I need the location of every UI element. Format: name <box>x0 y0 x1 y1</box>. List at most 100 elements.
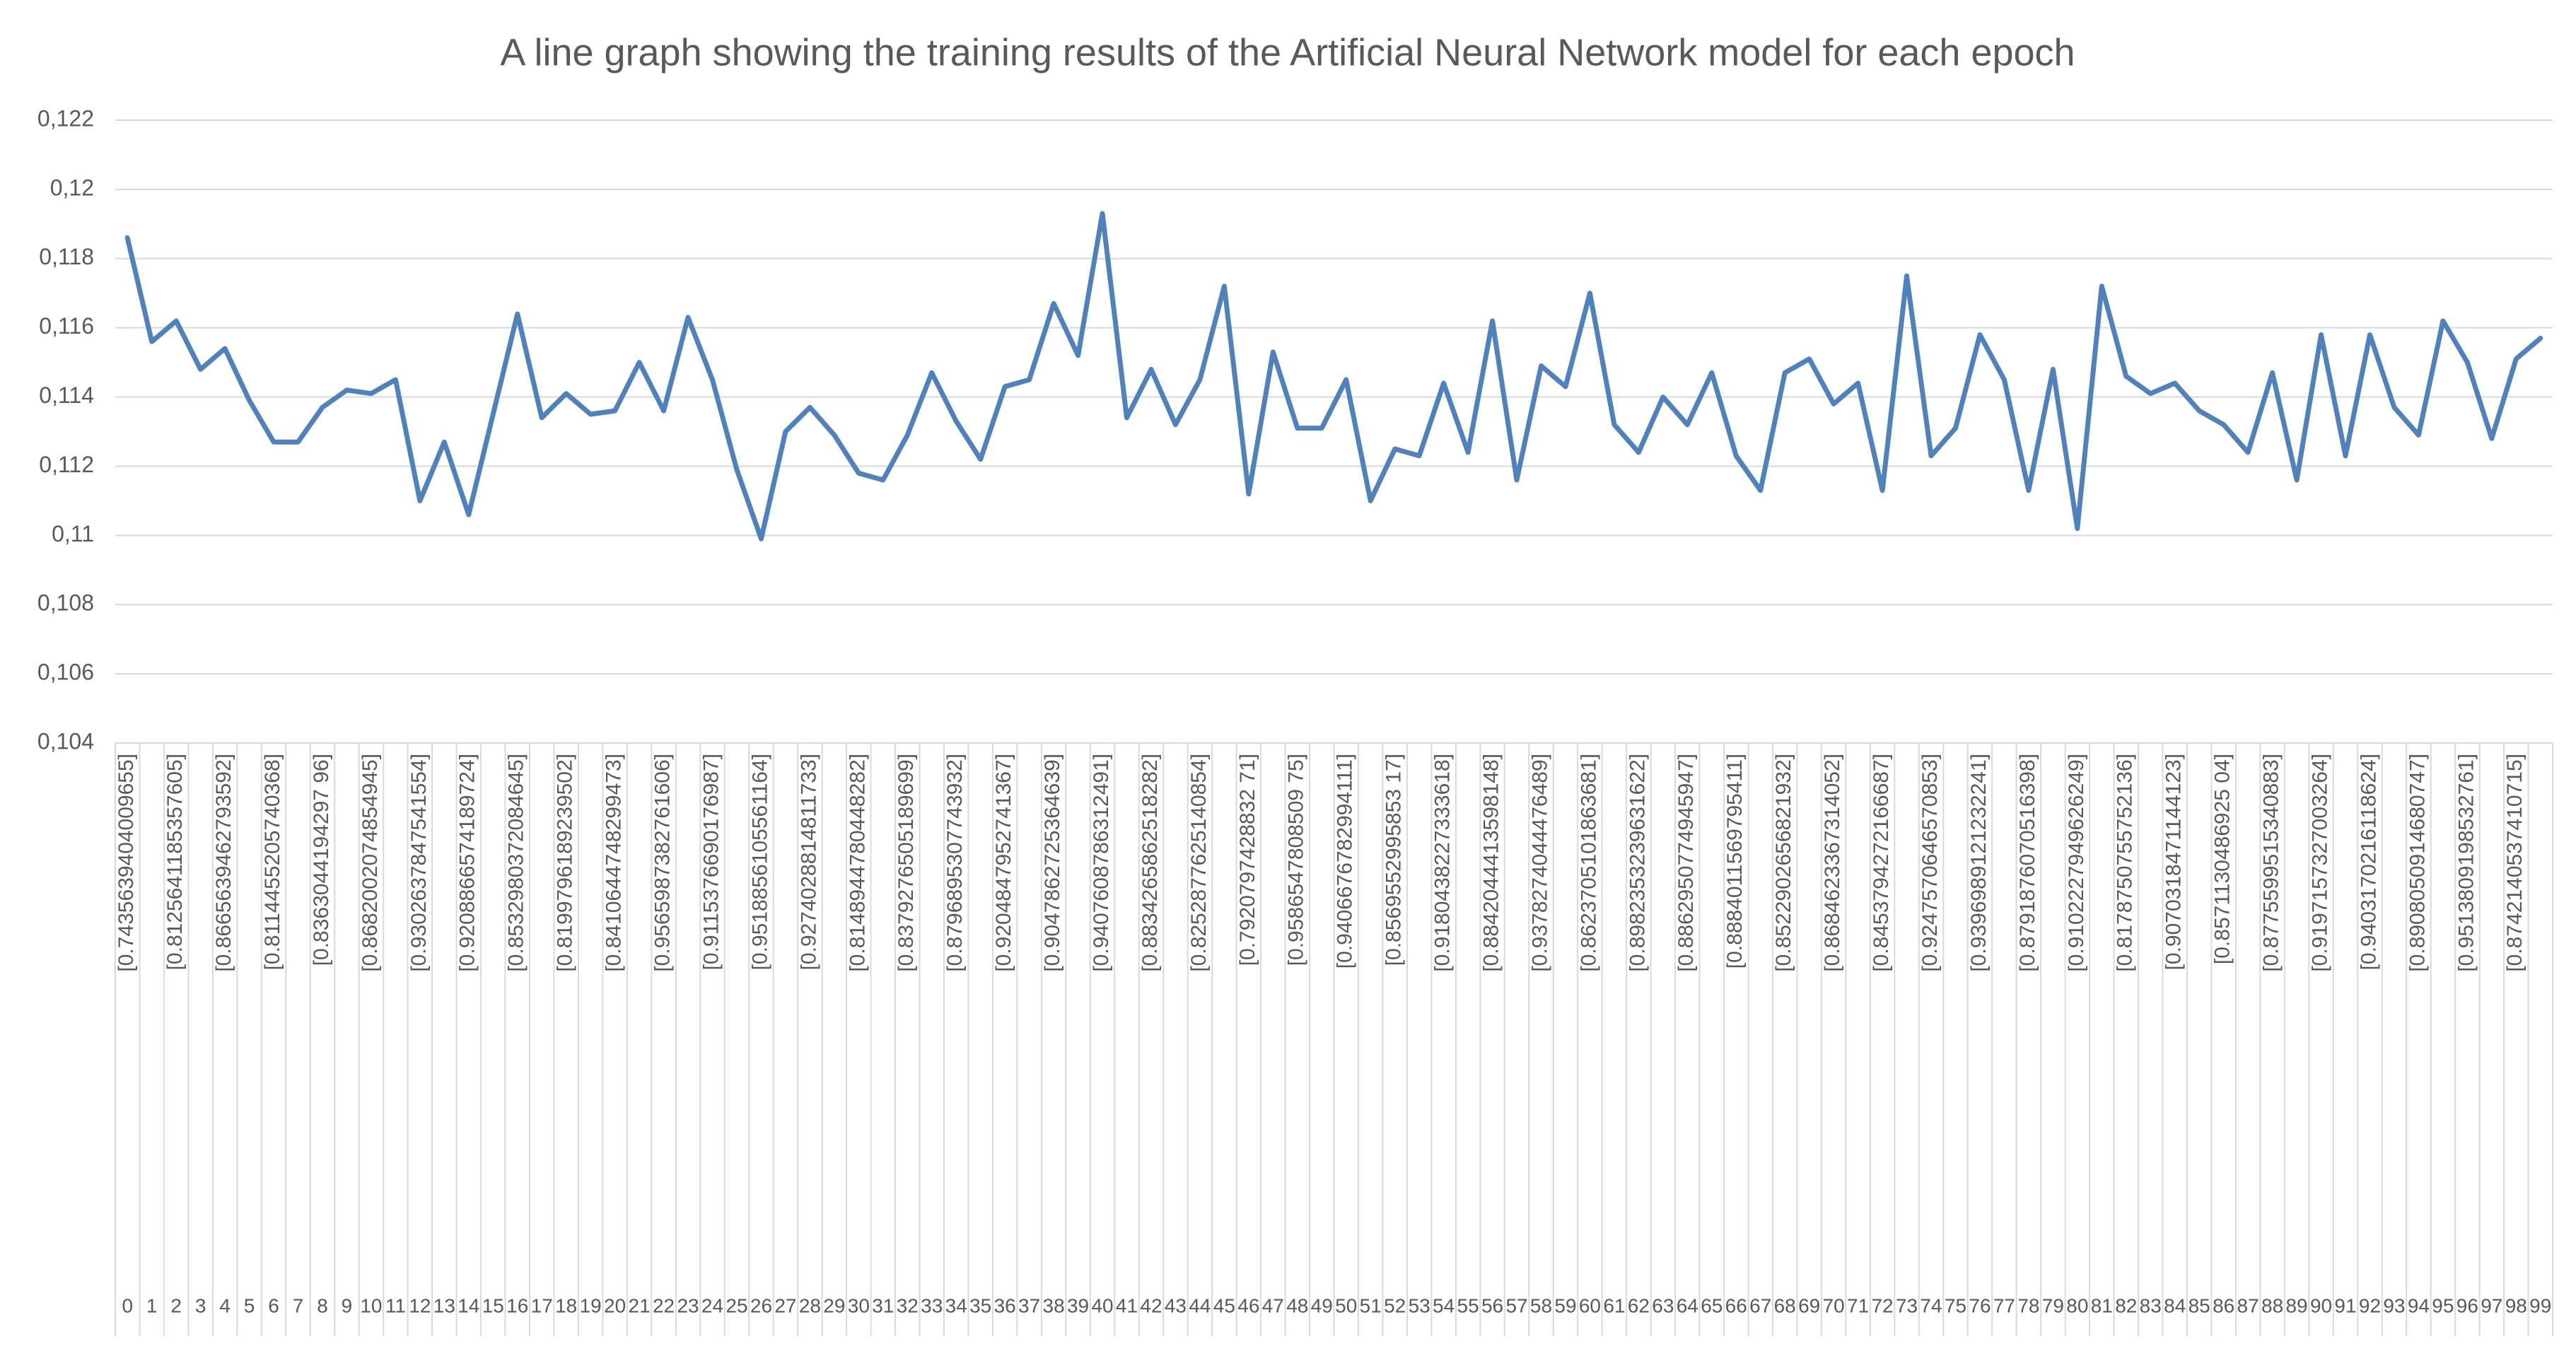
x-tick-label: 46 <box>1237 1294 1259 1316</box>
x-tick-label: 2 <box>170 1294 182 1316</box>
x-tick-label: 92 <box>2359 1294 2381 1316</box>
x-tick-label: 35 <box>969 1294 991 1316</box>
y-tick-label: 0,118 <box>39 244 94 269</box>
x-tick-label: 68 <box>1774 1294 1796 1316</box>
x-tick-label: 4 <box>219 1294 231 1316</box>
x-tick-label: 38 <box>1043 1294 1065 1316</box>
x-tick-label: 84 <box>2164 1294 2186 1316</box>
x-group-label: [0.9047862725364639] <box>1041 754 1064 972</box>
x-tick-label: 22 <box>653 1294 675 1316</box>
x-tick-label: 78 <box>2017 1294 2039 1316</box>
x-tick-label: 60 <box>1579 1294 1601 1316</box>
x-group-label: [0.7435639404009655] <box>115 754 138 972</box>
x-tick-label: 55 <box>1457 1294 1479 1316</box>
y-tick-label: 0,104 <box>37 728 94 754</box>
x-tick-label: 31 <box>872 1294 894 1316</box>
y-tick-label: 0,11 <box>52 521 94 546</box>
x-tick-label: 36 <box>994 1294 1016 1316</box>
x-tick-label: 96 <box>2456 1294 2478 1316</box>
x-group-label: [0.8522902656821932] <box>1772 754 1795 972</box>
x-group-label: [0.9513809198532761] <box>2454 754 2478 972</box>
y-tick-label: 0,12 <box>50 175 94 200</box>
x-tick-label: 99 <box>2529 1294 2551 1316</box>
x-tick-label: 33 <box>921 1294 943 1316</box>
x-tick-label: 7 <box>293 1294 304 1316</box>
x-tick-label: 72 <box>1871 1294 1893 1316</box>
x-tick-label: 10 <box>360 1294 382 1316</box>
x-tick-label: 32 <box>897 1294 919 1316</box>
x-tick-label: 98 <box>2505 1294 2527 1316</box>
x-tick-label: 9 <box>342 1294 353 1316</box>
x-tick-label: 50 <box>1335 1294 1357 1316</box>
x-tick-label: 70 <box>1823 1294 1845 1316</box>
x-tick-label: 23 <box>677 1294 699 1316</box>
x-group-label: [0.9115376690176987] <box>699 754 723 970</box>
x-tick-label: 73 <box>1896 1294 1918 1316</box>
x-group-label: [0.9396989121232241] <box>1967 754 1991 972</box>
x-tick-label: 28 <box>799 1294 821 1316</box>
x-group-label: [0.9180438227333618] <box>1431 754 1455 972</box>
x-tick-label: 11 <box>385 1294 406 1316</box>
x-tick-label: 13 <box>433 1294 455 1316</box>
x-group-label: [0.8842044413598148] <box>1479 754 1503 972</box>
x-tick-label: 86 <box>2213 1294 2234 1316</box>
x-tick-label: 81 <box>2091 1294 2113 1316</box>
x-tick-label: 40 <box>1091 1294 1113 1316</box>
x-tick-label: 82 <box>2115 1294 2137 1316</box>
x-group-label: [0.8742140537410715] <box>2503 754 2527 972</box>
x-group-label: [0.9102227949626249] <box>2065 754 2088 972</box>
x-tick-label: 69 <box>1798 1294 1820 1316</box>
x-tick-label: 67 <box>1749 1294 1771 1316</box>
x-tick-label: 75 <box>1945 1294 1966 1316</box>
x-group-label: [0.8862950774945947] <box>1674 754 1698 972</box>
x-tick-label: 87 <box>2237 1294 2259 1316</box>
x-group-label: [0.8114455205740368] <box>261 754 284 970</box>
x-tick-label: 39 <box>1067 1294 1089 1316</box>
x-group-label: [0.8775599515340883] <box>2260 754 2283 972</box>
x-group-label: [0.8665639462793592] <box>212 754 235 972</box>
x-tick-label: 51 <box>1360 1294 1382 1316</box>
x-tick-label: 14 <box>457 1294 479 1316</box>
x-tick-label: 97 <box>2481 1294 2502 1316</box>
x-tick-label: 24 <box>701 1294 723 1316</box>
x-tick-label: 44 <box>1189 1294 1211 1316</box>
x-group-label: [0.8379276505189699] <box>894 754 918 972</box>
x-tick-label: 19 <box>580 1294 602 1316</box>
x-tick-label: 85 <box>2189 1294 2210 1316</box>
x-tick-label: 48 <box>1286 1294 1308 1316</box>
y-tick-label: 0,112 <box>39 452 94 477</box>
x-tick-label: 65 <box>1701 1294 1723 1316</box>
x-group-label: [0.9518856105561164] <box>748 754 771 970</box>
x-tick-label: 64 <box>1677 1294 1698 1316</box>
x-group-label: [0.9378274044476489] <box>1528 754 1551 972</box>
x-tick-label: 43 <box>1165 1294 1187 1316</box>
x-group-label: [0.8125641185357605] <box>163 754 187 970</box>
x-group-label: [0.9197157327003264] <box>2308 754 2331 972</box>
x-group-label: [0.8796895307743932] <box>943 754 967 972</box>
x-tick-label: 77 <box>1993 1294 2015 1316</box>
x-group-label: [0.8791876070516398] <box>2016 754 2039 972</box>
x-tick-label: 57 <box>1505 1294 1527 1316</box>
x-tick-label: 62 <box>1628 1294 1650 1316</box>
x-tick-label: 80 <box>2066 1294 2088 1316</box>
x-group-label: [0.8982353239631622] <box>1626 754 1649 972</box>
x-group-label: [0.8569552995853 17] <box>1382 754 1406 966</box>
x-tick-label: 90 <box>2310 1294 2332 1316</box>
x-group-label: [0.8834265862518282] <box>1138 754 1162 972</box>
x-tick-label: 66 <box>1725 1294 1747 1316</box>
x-tick-label: 34 <box>945 1294 967 1316</box>
x-tick-label: 6 <box>268 1294 279 1316</box>
x-group-label: [0.8199796189239502] <box>554 754 577 972</box>
x-tick-label: 0 <box>122 1294 133 1316</box>
x-group-label: [0.8908050914680747] <box>2406 754 2429 972</box>
x-tick-label: 42 <box>1140 1294 1162 1316</box>
x-group-label: [0.9204847952741367] <box>992 754 1015 972</box>
x-tick-label: 54 <box>1433 1294 1455 1316</box>
x-group-label: [0.9247570646570853] <box>1918 754 1942 972</box>
x-tick-label: 45 <box>1213 1294 1235 1316</box>
x-group-label: [0.8453794272166687] <box>1870 754 1893 972</box>
x-group-label: [0.8884011569795411] <box>1723 754 1747 969</box>
x-tick-label: 25 <box>725 1294 747 1316</box>
